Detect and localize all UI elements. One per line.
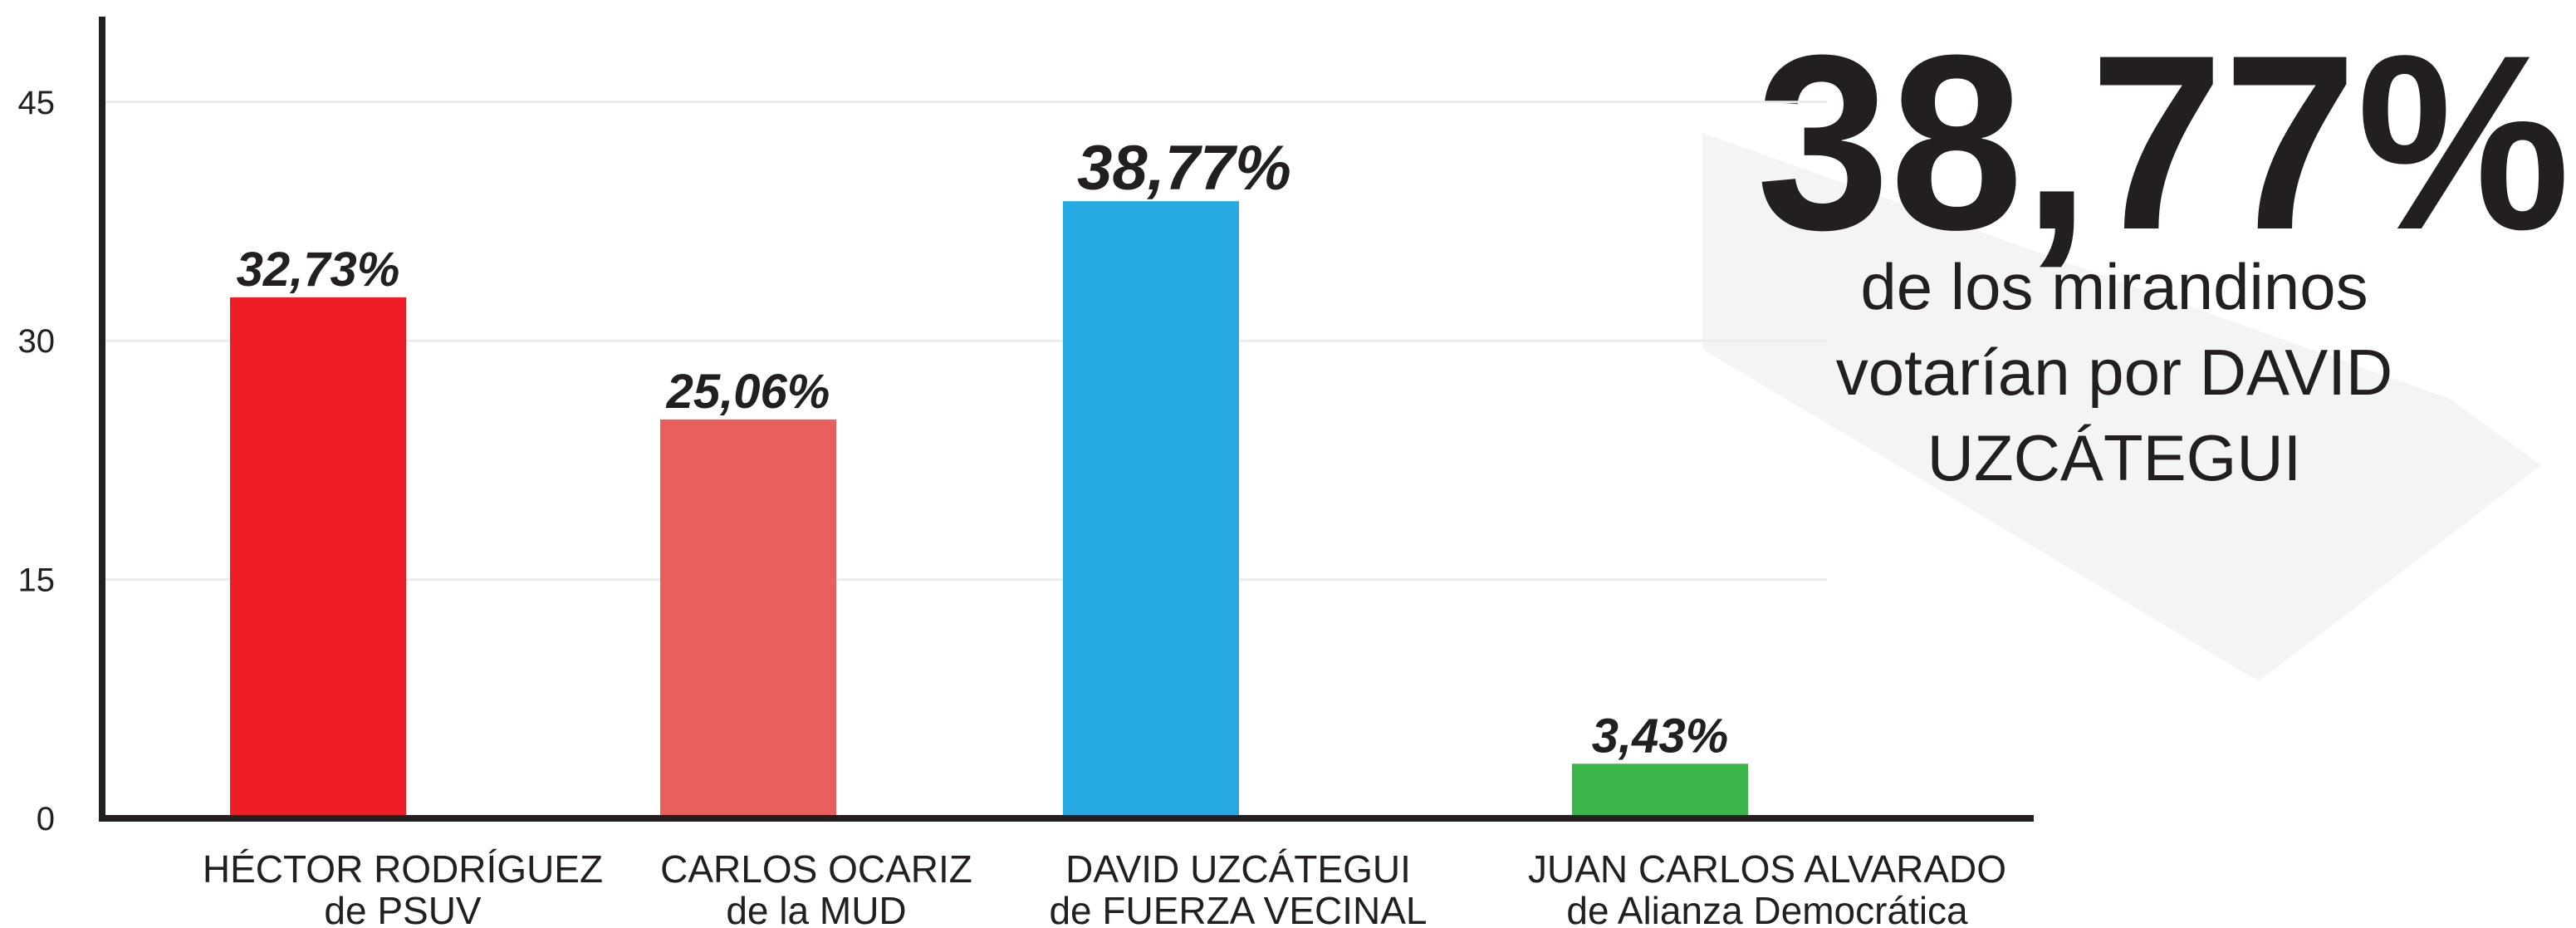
x-tick-label: DAVID UZCÁTEGUI [1065, 847, 1411, 891]
x-tick-label: HÉCTOR RODRÍGUEZ [203, 847, 603, 891]
y-tick-label: 0 [37, 801, 55, 837]
backdrop-shape [1702, 133, 2541, 681]
value-label: 3,43% [1592, 709, 1728, 763]
annotation-line: de los mirandinos [1860, 250, 2368, 323]
x-tick-label: de la MUD [726, 889, 906, 928]
x-tick-label: de FUERZA VECINAL [1049, 889, 1427, 928]
y-tick-label: 15 [18, 562, 56, 599]
annotation-line: UZCÁTEGUI [1927, 421, 2302, 494]
x-tick-label: CARLOS OCARIZ [660, 847, 972, 891]
value-label: 25,06% [666, 365, 830, 419]
y-tick-label: 30 [18, 323, 56, 360]
x-tick-label: JUAN CARLOS ALVARADO [1528, 847, 2006, 891]
bar [1063, 201, 1239, 818]
annotation-line: votarían por DAVID [1836, 336, 2393, 409]
y-tick-label: 45 [18, 85, 56, 121]
bar [660, 419, 836, 818]
value-label: 38,77% [1077, 133, 1291, 204]
bar [230, 297, 406, 818]
headline: 38,77% [1756, 2, 2570, 282]
bar [1572, 764, 1748, 818]
value-label: 32,73% [237, 243, 400, 297]
x-tick-label: de PSUV [324, 889, 482, 928]
x-tick-label: de Alianza Democrática [1566, 889, 1968, 928]
